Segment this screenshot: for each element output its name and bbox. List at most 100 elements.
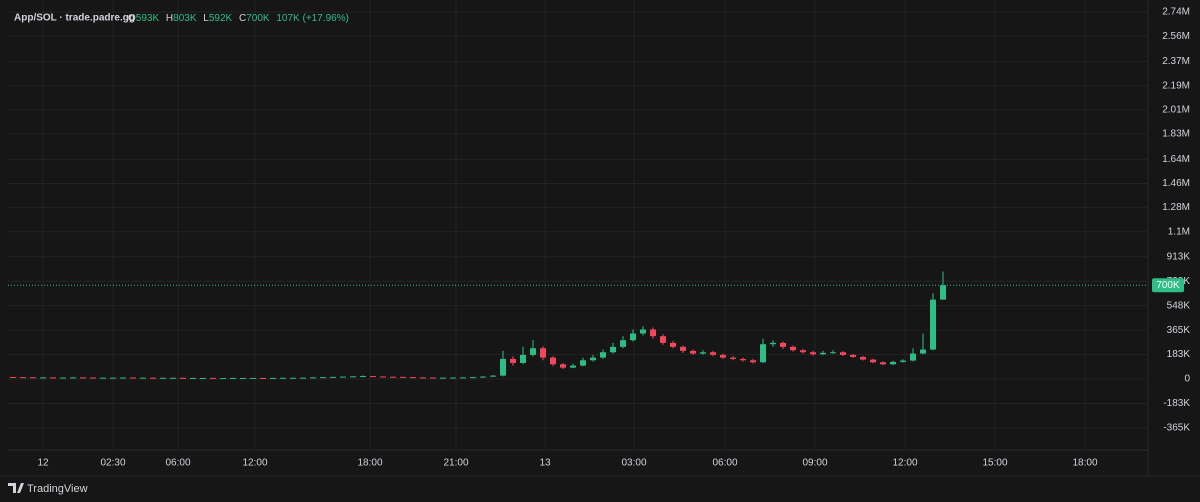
candle-body [550,357,556,365]
legend: App/SOL · trade.padre.gg O593K H803K L59… [14,13,349,24]
candle-body [610,346,616,353]
candle-body [580,360,586,366]
candle-body [280,377,286,379]
candle-body [870,359,876,363]
x-tick-label: 18:00 [357,458,382,469]
brand-logo [8,483,24,493]
candle-body [290,377,296,379]
symbol: App/SOL · trade.padre.gg [14,13,135,24]
candle-body [90,377,96,379]
y-tick-label: 1.64M [1162,154,1190,165]
x-tick-label: 06:00 [165,458,190,469]
open-label: O [128,13,136,24]
open-value: 593K [136,13,160,24]
x-tick-label: 12:00 [242,458,267,469]
candle-body [800,350,806,353]
last-price-tag [1152,278,1184,293]
candle-body [770,342,776,345]
candle-body [660,336,666,343]
candle-body [630,333,636,341]
candle-body [80,377,86,379]
candle-body [650,329,656,337]
candle-body [530,348,536,355]
candle-body [900,360,906,362]
candle-body [320,377,326,379]
candle-body [350,376,356,378]
candle-body [230,377,236,379]
plot-area [8,0,1148,450]
x-tick-label: 18:00 [1072,458,1097,469]
y-tick-label: 2.74M [1162,7,1190,18]
low-label: L [203,13,209,24]
last-price-label: 700K [1156,280,1180,291]
high-value: 803K [173,13,197,24]
candle-body [700,352,706,354]
candles [10,271,946,380]
candle-body [810,352,816,355]
candle-body [220,378,226,380]
change-value: 107K (+17.96%) [276,13,349,24]
candle-body [720,354,726,358]
candle-body [860,356,866,360]
candle-body [480,376,486,378]
candle-body [100,377,106,379]
y-tick-label: 2.19M [1162,80,1190,91]
y-tick-label: 1.1M [1168,226,1190,237]
candle-body [420,377,426,379]
candle-body [180,377,186,379]
candle-body [450,377,456,379]
candle-body [470,377,476,379]
x-tick-label: 21:00 [443,458,468,469]
candle-body [370,376,376,378]
ohlc-legend: O593K H803K L592K C700K 107K (+17.96%) [128,13,349,24]
candle-body [140,377,146,379]
candle-body [790,346,796,351]
y-tick-label: 2.37M [1162,56,1190,67]
candle-body [880,362,886,365]
candle-body [730,357,736,359]
candle-body [190,377,196,379]
y-tick-label: 183K [1167,349,1191,360]
y-tick-label: 1.46M [1162,178,1190,189]
x-tick-label: 09:00 [802,458,827,469]
candle-body [620,340,626,347]
y-tick-label: 913K [1167,251,1191,262]
candle-body [670,342,676,347]
candle-body [490,375,496,377]
candle-body [890,361,896,365]
candle-body [270,377,276,379]
candle-body [260,377,266,379]
candle-body [250,377,256,379]
candle-body [390,376,396,378]
y-tick-label: 365K [1167,325,1191,336]
candle-body [520,354,526,363]
candle-body [110,377,116,379]
candle-body [120,377,126,379]
y-tick-label: 2.01M [1162,104,1190,115]
candle-body [830,352,836,354]
candle-body [150,377,156,379]
candle-body [210,377,216,379]
overlay: -365K-183K0183K365K548K730K913K1.1M1.28M… [8,7,1190,469]
candle-body [910,353,916,361]
candle-body [680,346,686,351]
candle-body [560,364,566,368]
candle-body [330,376,336,378]
candle-body [50,377,56,379]
candle-body [60,377,66,379]
candle-body [430,377,436,379]
candle-body [570,365,576,368]
candle-body [160,377,166,379]
candle-body [40,377,46,379]
x-tick-label: 06:00 [712,458,737,469]
candle-body [590,357,596,361]
x-tick-label: 12:00 [892,458,917,469]
candle-body [130,377,136,379]
grid [8,0,1148,450]
candle-body [600,352,606,358]
candle-body [460,377,466,379]
x-tick-label: 15:00 [982,458,1007,469]
y-tick-label: 0 [1184,374,1190,385]
candle-body [940,285,946,300]
